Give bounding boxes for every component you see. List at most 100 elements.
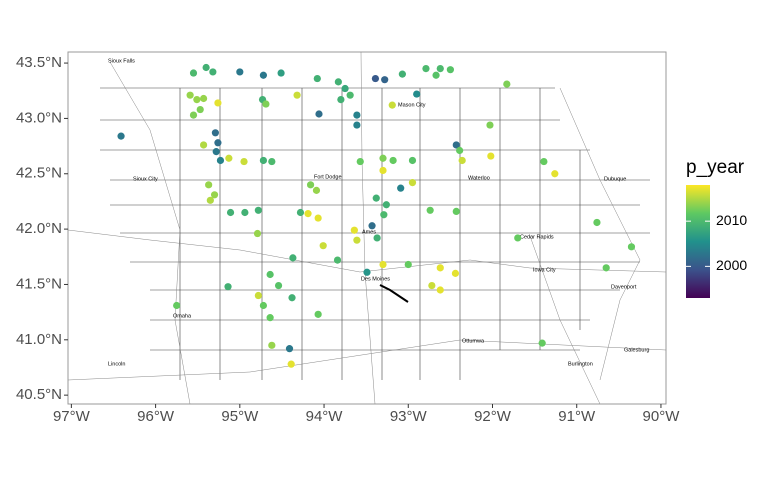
- turbine-point: [224, 283, 232, 291]
- turbine-point: [353, 111, 361, 119]
- turbine-point: [458, 156, 466, 165]
- y-tick-label: 43.0°N: [16, 109, 62, 126]
- turbine-point: [287, 360, 295, 368]
- colorbar: [686, 185, 710, 298]
- y-tick-label: 41.5°N: [16, 275, 62, 292]
- turbine-point: [350, 226, 358, 234]
- turbine-point: [206, 196, 214, 204]
- turbine-point: [514, 234, 522, 242]
- city: Mason City: [398, 102, 426, 108]
- x-tick-label: 90°W: [643, 408, 681, 425]
- turbine-point: [388, 101, 396, 109]
- turbine-point: [451, 269, 460, 277]
- turbine-point: [432, 71, 440, 79]
- city: Galesburg: [624, 347, 649, 353]
- turbine-point: [212, 148, 220, 156]
- turbine-point: [593, 218, 601, 227]
- turbine-point: [452, 207, 460, 215]
- turbine-point: [538, 339, 546, 347]
- turbine-point: [277, 69, 285, 77]
- turbine-point: [117, 132, 125, 140]
- turbine-point: [373, 234, 381, 242]
- turbine-point: [627, 243, 636, 251]
- y-tick-label: 40.5°N: [16, 386, 62, 403]
- turbine-point: [404, 260, 412, 269]
- city: Sioux City: [133, 176, 158, 182]
- turbine-point: [397, 184, 405, 192]
- roads: [68, 52, 666, 404]
- turbine-point: [226, 208, 235, 217]
- city: Fort Dodge: [314, 174, 342, 180]
- turbine-point: [186, 91, 194, 99]
- turbine-point: [259, 156, 268, 165]
- turbine-point: [382, 201, 390, 209]
- turbine-point: [503, 80, 511, 88]
- city: Burlington: [568, 361, 593, 367]
- turbine-point: [408, 179, 417, 187]
- turbine-point: [368, 222, 376, 230]
- city: Cedar Rapids: [520, 234, 554, 240]
- turbine-point: [313, 74, 321, 83]
- turbine-point: [363, 268, 371, 276]
- turbine-point: [436, 65, 444, 73]
- turbine-point: [371, 74, 380, 83]
- colorbar-label: 2000: [716, 257, 747, 273]
- x-tick-label: 94°W: [306, 408, 344, 425]
- city: Ottumwa: [462, 338, 485, 344]
- turbine-point: [259, 301, 268, 310]
- turbine-point: [436, 286, 444, 294]
- turbine-point: [426, 206, 434, 214]
- turbine-point: [353, 236, 361, 244]
- turbine-point: [381, 76, 389, 84]
- turbine-point: [315, 110, 323, 118]
- turbine-point: [413, 90, 421, 98]
- x-tick-label: 97°W: [53, 408, 91, 425]
- x-tick-label: 91°W: [558, 408, 596, 425]
- turbine-point: [306, 181, 315, 189]
- legend-title: p_year: [686, 157, 745, 178]
- turbine-point: [236, 68, 244, 76]
- turbine-point: [285, 345, 294, 353]
- turbine-point: [200, 94, 208, 103]
- turbine-point: [293, 91, 301, 99]
- city: Iowa City: [533, 267, 556, 273]
- turbine-point: [436, 264, 444, 272]
- basemap: [68, 52, 666, 404]
- turbine-point: [540, 157, 548, 166]
- turbine-point: [241, 208, 249, 217]
- city: Waterloo: [468, 175, 490, 181]
- turbine-point: [266, 270, 274, 279]
- turbine-point: [266, 314, 274, 322]
- city: Ames: [362, 229, 376, 235]
- turbine-point: [254, 206, 262, 214]
- turbine-point: [173, 301, 181, 310]
- turbine-point: [209, 68, 217, 76]
- turbine-point: [314, 310, 322, 318]
- turbine-point: [210, 191, 219, 199]
- turbine-point: [602, 264, 610, 272]
- turbine-point: [452, 141, 460, 149]
- y-tick-label: 42.5°N: [16, 165, 62, 182]
- turbine-point: [304, 210, 312, 218]
- turbine-point: [262, 100, 270, 108]
- turbine-point: [319, 242, 327, 250]
- turbine-point: [202, 63, 210, 72]
- turbine-point: [486, 121, 494, 129]
- x-tick-label: 96°W: [137, 408, 175, 425]
- x-tick-label: 92°W: [474, 408, 512, 425]
- turbine-point: [408, 156, 417, 165]
- turbine-point: [551, 170, 559, 178]
- turbine-point: [379, 260, 387, 269]
- city: Omaha: [173, 313, 192, 319]
- turbine-point: [334, 78, 342, 86]
- turbine-point: [487, 152, 495, 160]
- lake: [379, 284, 409, 303]
- city: Dubuque: [604, 176, 626, 182]
- x-tick-label: 95°W: [221, 408, 259, 425]
- city: Des Moines: [361, 276, 390, 282]
- turbine-point: [274, 281, 283, 290]
- turbine-point: [225, 154, 233, 162]
- turbine-point: [211, 129, 219, 137]
- turbine-point: [253, 229, 262, 238]
